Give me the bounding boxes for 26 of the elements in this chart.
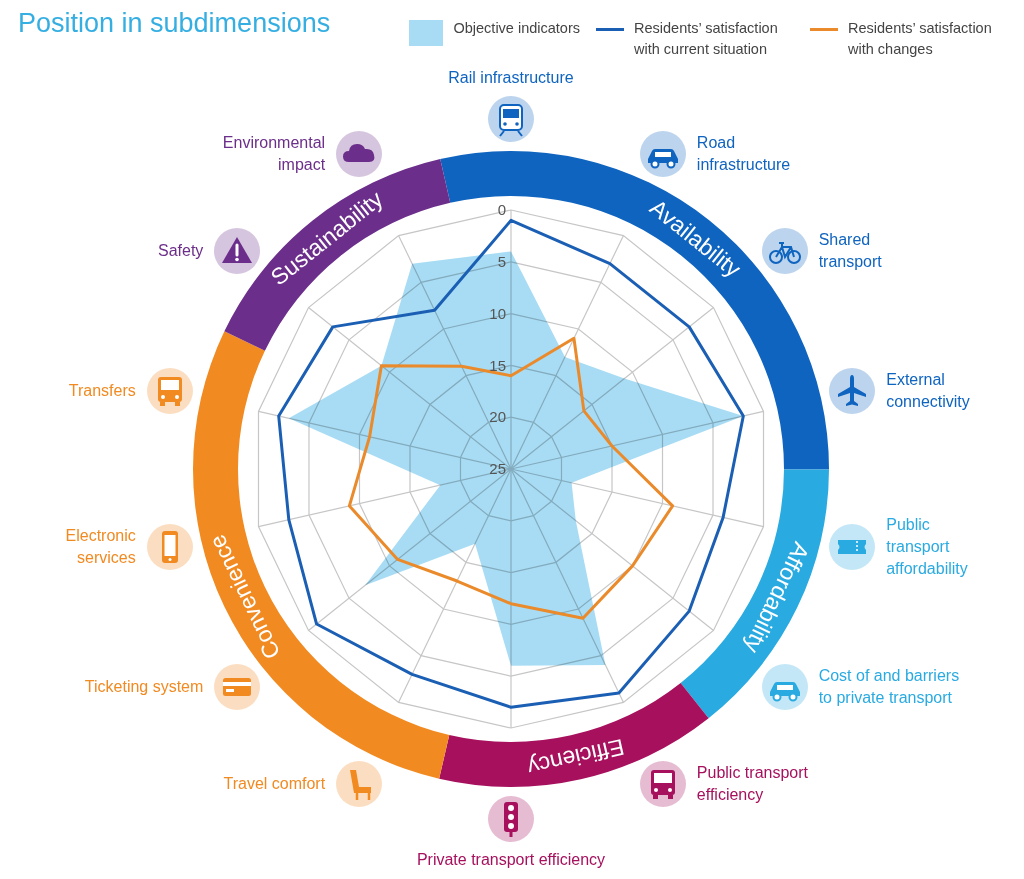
y-tick-label: 5 — [497, 253, 506, 271]
y-tick-label: 25 — [489, 460, 506, 478]
donut-slice — [224, 158, 451, 351]
spoke-label: External connectivity — [886, 370, 970, 413]
y-tick-label: 10 — [489, 304, 506, 322]
spoke-label: Shared transport — [818, 229, 882, 272]
spoke-label: Environmental impact — [222, 132, 326, 175]
spoke-label: Travel comfort — [223, 774, 326, 795]
spoke-label: Transfers — [68, 381, 136, 402]
spoke-label: Ticketing system — [84, 677, 204, 698]
legend-label: Objective indicators — [453, 19, 580, 38]
spoke-label: Private transport efficiency — [416, 850, 606, 870]
y-tick-label: 15 — [489, 356, 506, 374]
slice-label: Efficiency — [524, 733, 627, 781]
spoke-label: Cost of and barriers to private transport — [818, 666, 960, 709]
chart-title: Position in subdimensions — [18, 8, 331, 39]
legend-label: Residents’ satisfaction with current situation — [634, 19, 779, 59]
y-tick-label: 0 — [497, 201, 506, 219]
y-tick-label: 20 — [489, 408, 506, 426]
spoke-label: Electronic services — [65, 525, 136, 568]
spoke-label: Road infrastructure — [696, 132, 791, 175]
legend-label: Residents’ satisfaction with changes — [848, 19, 993, 59]
spoke-label: Public transport affordability — [886, 514, 968, 579]
spoke-label: Public transport efficiency — [696, 763, 809, 806]
spoke-label: Rail infrastructure — [448, 68, 574, 88]
spoke-label: Safety — [157, 240, 204, 261]
